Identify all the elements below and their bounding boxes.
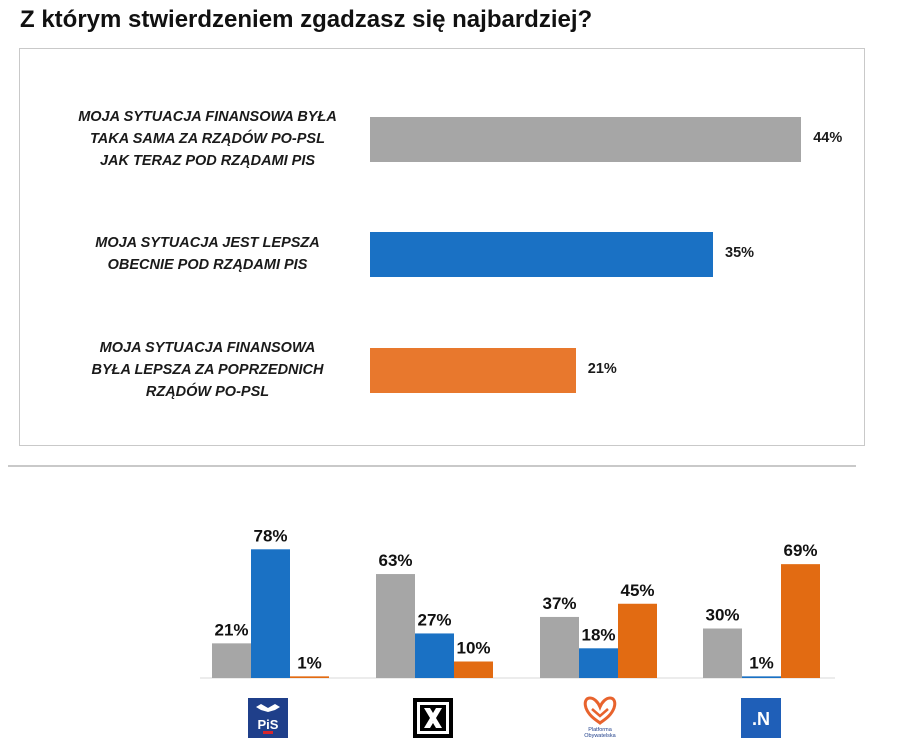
party-column-chart: 21% 78% 1% 63% 27% 10% 37% 18% 45% 30% 1% 69% xyxy=(200,526,835,679)
column-bar xyxy=(579,648,618,678)
column-bar xyxy=(703,628,742,678)
column-bar xyxy=(454,661,493,678)
column-bar xyxy=(618,603,657,678)
kukiz-cross-icon: K xyxy=(417,702,449,734)
po-logo-line2: Obywatelska xyxy=(584,733,616,739)
column-bar xyxy=(781,564,820,678)
column-value-label: 69% xyxy=(783,541,817,560)
bar-value-label: 21% xyxy=(587,361,617,377)
column-bar xyxy=(415,633,454,678)
bar-category-label-line: JAK TERAZ POD RZĄDAMI PIS xyxy=(99,153,316,169)
bar-category-label-line: OBECNIE POD RZĄDAMI PIS xyxy=(107,257,308,273)
pis-eagle-icon: PiS xyxy=(256,704,280,734)
bar-category-label-line: TAKA SAMA ZA RZĄDÓW PO-PSL xyxy=(90,131,325,147)
column-bar xyxy=(540,616,579,678)
column-bar xyxy=(376,574,415,678)
column-value-label: 1% xyxy=(749,653,774,672)
column-value-label: 10% xyxy=(456,639,490,658)
column-value-label: 63% xyxy=(378,551,412,570)
bar-category-label: MOJA SYTUACJA FINANSOWA BYŁA TAKA SAMA ZA… xyxy=(45,106,370,172)
column-bar xyxy=(742,676,781,678)
column-value-label: 18% xyxy=(581,625,615,644)
bar-value-label: 35% xyxy=(725,245,755,261)
bar-category-label-line: MOJA SYTUACJA FINANSOWA BYŁA xyxy=(78,109,337,125)
po-heart-icon: Platforma Obywatelska xyxy=(583,696,617,739)
column-bar xyxy=(251,549,290,678)
bar-category-label-line: MOJA SYTUACJA JEST LEPSZA xyxy=(95,235,320,251)
pis-logo-text: PiS xyxy=(258,717,279,732)
column-bar xyxy=(212,643,251,678)
divider xyxy=(8,465,856,467)
bar-category-label-line: RZĄDÓW PO-PSL xyxy=(145,384,270,400)
bar-category-label-line: MOJA SYTUACJA FINANSOWA xyxy=(99,340,316,356)
column-value-label: 37% xyxy=(542,594,576,613)
bar-category-label: MOJA SYTUACJA FINANSOWA BYŁA LEPSZA ZA PO… xyxy=(45,337,370,403)
column-value-label: 30% xyxy=(705,606,739,625)
bar-category-label: MOJA SYTUACJA JEST LEPSZA OBECNIE POD RZĄ… xyxy=(45,232,370,276)
kukiz-logo: K xyxy=(413,698,453,738)
column-value-label: 27% xyxy=(417,610,451,629)
pis-logo: PiS xyxy=(248,698,288,738)
column-bar xyxy=(290,676,329,678)
nowoczesna-logo: .N xyxy=(741,698,781,738)
column-value-label: 78% xyxy=(253,526,287,545)
po-logo: Platforma Obywatelska xyxy=(578,694,622,740)
chart-title: Z którym stwierdzeniem zgadzasz się najb… xyxy=(20,6,593,33)
column-value-label: 1% xyxy=(297,653,322,672)
column-value-label: 21% xyxy=(214,620,248,639)
po-logo-line1: Platforma xyxy=(588,727,612,733)
horizontal-chart-frame xyxy=(19,48,865,446)
column-value-label: 45% xyxy=(620,581,654,600)
bar-value-label: 44% xyxy=(813,130,843,146)
kukiz-logo-text: K xyxy=(433,721,434,723)
horizontal-bar xyxy=(370,347,576,393)
nowoczesna-dot-n-icon: .N xyxy=(752,709,770,729)
horizontal-bar xyxy=(370,231,713,277)
horizontal-bar xyxy=(370,116,802,162)
bar-category-label-line: BYŁA LEPSZA ZA POPRZEDNICH xyxy=(91,362,324,378)
nowoczesna-logo-text: .N xyxy=(752,709,770,729)
